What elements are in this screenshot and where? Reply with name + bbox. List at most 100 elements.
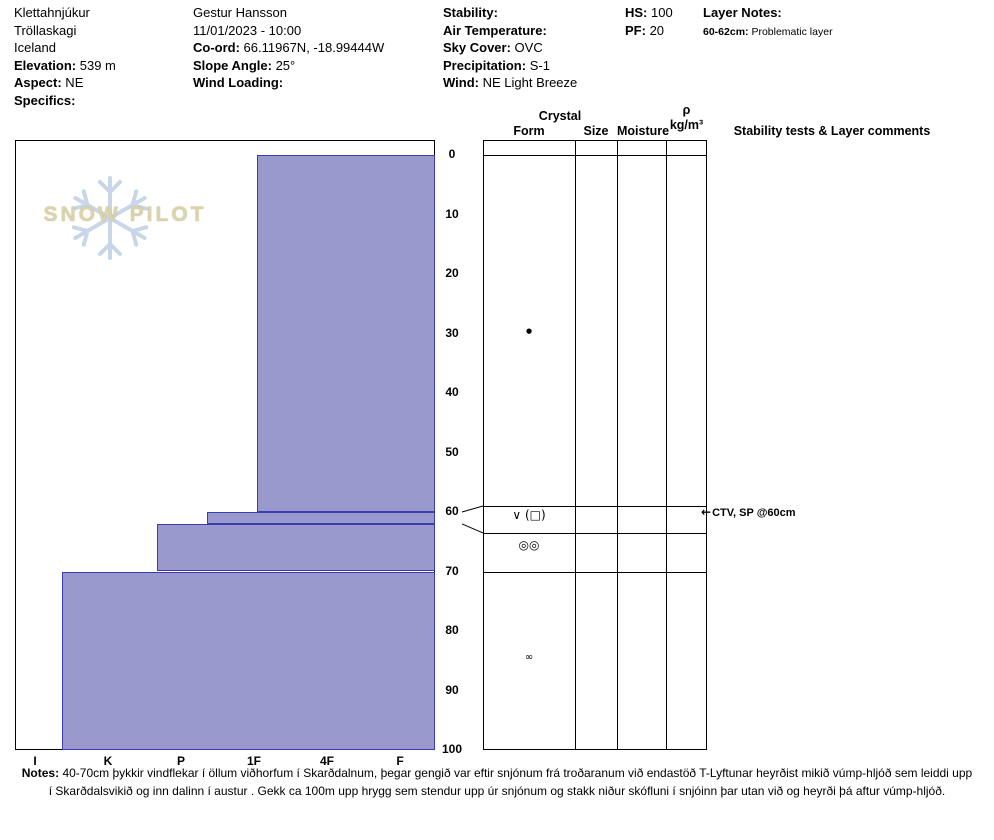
thin-layer-bottom-line <box>483 532 707 534</box>
depth-tick-label: 80 <box>445 623 459 637</box>
hardness-axis-label: F <box>396 754 404 768</box>
coord-label: Co-ord: <box>193 40 240 56</box>
snowpilot-watermark: SNOW PILOT <box>40 170 210 266</box>
precipitation-label: Precipitation: <box>443 57 527 73</box>
wind-label: Wind: <box>443 75 479 91</box>
hardness-axis-label: P <box>176 754 185 768</box>
density-header-symbol: ρ <box>682 103 691 117</box>
precipitation-value: S-1 <box>526 57 550 73</box>
depth-tick-label: 30 <box>445 325 459 340</box>
pf-row: PF: 20 <box>625 22 673 40</box>
slope-angle: Slope Angle: 25° <box>193 57 384 75</box>
stability-test-annotation: ←CTV, SP @60cm <box>701 505 796 519</box>
wind-row: Wind: NE Light Breeze <box>443 74 577 92</box>
notes-section: Notes: 40-70cm þykkir vindflekar í öllum… <box>0 764 994 800</box>
site-name: Klettahnjúkur <box>14 5 90 20</box>
aspect-label: Aspect: <box>14 75 62 91</box>
depth-tick-label: 100 <box>441 742 463 756</box>
sky-cover-label: Sky Cover: <box>443 40 511 56</box>
depth-tick-label: 40 <box>445 385 459 399</box>
layer-note-text: Problematic layer <box>748 25 833 38</box>
site-elevation: Elevation: 539 m <box>14 57 116 75</box>
air-temperature-row: Air Temperature: <box>443 22 577 40</box>
snow-layer-bar <box>156 523 435 572</box>
elevation-value: 539 m <box>76 57 116 73</box>
layer-note-depth: 60-62cm: <box>703 25 749 38</box>
site-specifics: Specifics: <box>14 92 116 110</box>
stability-row: Stability: <box>443 4 577 22</box>
crystal-column-header: Crystal <box>538 109 582 123</box>
hs-row: HS: 100 <box>625 4 673 22</box>
wind-loading: Wind Loading: <box>193 74 384 92</box>
sky-cover-value: OVC <box>510 40 543 56</box>
coordinates: Co-ord: 66.11967N, -18.99444W <box>193 39 384 57</box>
form-column-header: Form <box>513 124 545 138</box>
hardness-axis-label: 1F <box>246 754 261 768</box>
stability-test-label: CTV, SP @60cm <box>712 507 796 519</box>
layer-notes-block: Layer Notes: 60-62cm: Problematic layer <box>703 4 833 39</box>
grain-cluster-symbol: ∞ <box>524 652 534 664</box>
comments-column-header: Stability tests & Layer comments <box>733 124 931 138</box>
notes-line1: Notes: 40-70cm þykkir vindflekar í öllum… <box>0 764 994 782</box>
precipitation-row: Precipitation: S-1 <box>443 57 577 75</box>
snow-layer-bar <box>62 571 435 750</box>
site-region: Tröllaskagi <box>14 22 77 38</box>
depth-tick-label: 90 <box>445 682 459 697</box>
air-temperature-label: Air Temperature: <box>443 22 547 38</box>
density-header-unit: kg/m³ <box>669 118 704 132</box>
form-size-divider <box>575 140 576 750</box>
slope-angle-label: Slope Angle: <box>193 57 272 73</box>
crystal-columns-box <box>483 140 707 750</box>
site-aspect: Aspect: NE <box>14 74 116 92</box>
wind-loading-label: Wind Loading: <box>193 75 284 91</box>
layer-notes-title-label: Layer Notes: <box>703 5 782 20</box>
observer-info-block: Gestur Hansson 11/01/2023 - 10:00 Co-ord… <box>193 4 384 92</box>
surface-line <box>483 155 707 156</box>
stability-label: Stability: <box>443 5 498 20</box>
layer-notes-title: Layer Notes: <box>703 4 833 22</box>
hardness-axis-label: K <box>103 754 113 768</box>
hardness-axis-label: I <box>33 754 37 768</box>
size-moisture-divider <box>617 140 618 750</box>
surface-hoar-facets-symbol: ∨ (□) <box>512 507 546 522</box>
pf-value: 20 <box>645 22 665 38</box>
layer-line-70cm <box>483 571 707 573</box>
depth-tick-label: 10 <box>445 206 459 221</box>
hardness-axis-label: 4F <box>319 754 334 768</box>
observation-datetime: 11/01/2023 - 10:00 <box>193 22 302 38</box>
hs-value: 100 <box>647 5 673 20</box>
pf-label: PF: <box>625 22 646 38</box>
snow-layer-bar <box>256 155 435 512</box>
depth-tick-label: 0 <box>448 147 456 161</box>
observer-name: Gestur Hansson <box>193 5 287 20</box>
size-column-header: Size <box>583 124 609 138</box>
rounded-grains-symbol: ● <box>525 327 533 336</box>
coord-value: 66.11967N, -18.99444W <box>239 40 385 56</box>
specifics-label: Specifics: <box>14 92 76 108</box>
conditions-block: Stability: Air Temperature: Sky Cover: O… <box>443 4 577 92</box>
site-info-block: Klettahnjúkur Tröllaskagi Iceland Elevat… <box>14 4 116 110</box>
depth-tick-label: 60 <box>445 504 459 518</box>
wind-value: NE Light Breeze <box>478 75 578 91</box>
moisture-column-header: Moisture <box>617 124 670 138</box>
notes-text-1: 40-70cm þykkir vindflekar í öllum viðhor… <box>59 766 973 780</box>
elevation-label: Elevation: <box>14 57 77 73</box>
watermark-text: SNOW PILOT <box>43 203 207 226</box>
depth-tick-label: 70 <box>445 563 459 578</box>
snowflake-icon <box>71 176 149 260</box>
moisture-density-divider <box>666 140 667 750</box>
aspect-value: NE <box>61 75 84 91</box>
thin-layer-top-line <box>483 506 707 507</box>
site-country: Iceland <box>14 40 56 56</box>
sky-cover-row: Sky Cover: OVC <box>443 39 577 57</box>
notes-label: Notes: <box>21 766 60 780</box>
notes-line2: í Skarðdalsvikið og inn dalinn í austur … <box>48 784 946 798</box>
depth-tick-label: 50 <box>445 444 459 459</box>
left-arrow-icon: ← <box>701 505 712 519</box>
snow-layer-bar <box>207 512 435 524</box>
hs-label: HS: <box>625 5 648 20</box>
melt-forms-symbol: ◎◎ <box>518 537 540 552</box>
totals-block: HS: 100 PF: 20 <box>625 4 673 39</box>
depth-tick-label: 20 <box>445 266 459 280</box>
